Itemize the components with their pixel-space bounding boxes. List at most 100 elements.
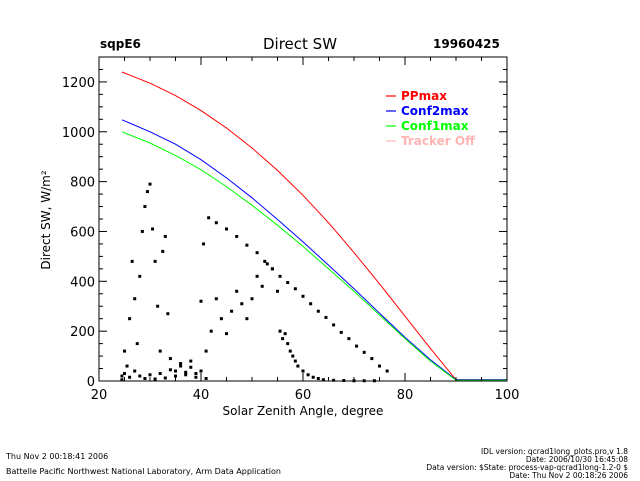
- y-tick-label: 1200: [62, 76, 95, 91]
- data-point: [288, 349, 292, 353]
- y-axis-label: Direct SW, W/m²: [39, 170, 53, 269]
- x-tick-label: 60: [295, 388, 312, 403]
- data-point: [214, 297, 218, 301]
- y-tick-label: 1000: [62, 126, 95, 141]
- data-point: [204, 377, 208, 381]
- data-point: [355, 344, 359, 348]
- x-tick-label: 80: [397, 388, 414, 403]
- data-point: [151, 227, 155, 231]
- data-point: [143, 205, 147, 209]
- data-point: [130, 259, 134, 263]
- data-point: [270, 267, 274, 271]
- data-point: [321, 378, 325, 382]
- data-point: [306, 373, 310, 377]
- data-point: [286, 342, 290, 346]
- data-point: [143, 377, 147, 381]
- line-conf1max: [121, 131, 507, 381]
- data-point: [158, 349, 162, 353]
- data-point: [148, 182, 152, 186]
- y-tick-label: 0: [87, 375, 95, 390]
- data-point: [225, 227, 228, 231]
- data-point: [133, 297, 137, 301]
- data-point: [174, 369, 177, 373]
- data-point: [207, 216, 211, 220]
- data-point: [133, 369, 137, 373]
- data-point: [153, 377, 157, 381]
- data-point: [199, 299, 203, 303]
- x-tick-label: 20: [91, 388, 108, 403]
- data-point: [293, 287, 297, 291]
- data-point: [286, 281, 290, 285]
- data-point: [123, 349, 126, 353]
- data-point: [189, 359, 193, 363]
- data-point: [293, 359, 297, 363]
- data-point: [240, 302, 244, 306]
- data-point: [209, 329, 213, 333]
- data-point: [301, 369, 305, 373]
- data-point: [184, 370, 188, 374]
- site-label: sqpE6: [100, 37, 141, 51]
- data-point: [332, 323, 336, 327]
- organization-credit: Battelle Pacific Northwest National Labo…: [6, 467, 281, 476]
- data-point: [309, 302, 313, 306]
- data-point: [219, 317, 223, 321]
- data-point: [339, 330, 343, 334]
- data-point: [235, 234, 239, 238]
- data-point: [378, 364, 381, 368]
- data-point: [278, 274, 282, 278]
- data-point: [179, 362, 183, 366]
- data-point: [148, 373, 152, 377]
- data-point: [255, 274, 259, 278]
- data-point: [214, 221, 218, 225]
- data-point: [163, 376, 167, 380]
- data-point: [263, 259, 267, 263]
- x-tick-label: 100: [495, 388, 520, 403]
- data-point: [316, 309, 320, 313]
- data-point: [385, 369, 389, 373]
- idl-date: Date: 2006/10/30 16:45:08: [525, 455, 628, 464]
- data-point: [332, 378, 336, 382]
- data-point: [235, 289, 239, 293]
- data-point: [250, 297, 254, 301]
- data-point: [276, 289, 279, 293]
- legend-label: PPmax: [401, 89, 447, 103]
- data-point: [296, 364, 300, 368]
- data-version: Data version: $State: process-vap-qcrad1…: [426, 463, 628, 472]
- data-point: [278, 329, 282, 333]
- generated-timestamp: Thu Nov 2 00:18:41 2006: [6, 452, 109, 461]
- data-point: [145, 190, 149, 194]
- data-point: [125, 364, 129, 368]
- data-point: [362, 350, 366, 354]
- data-point: [184, 373, 188, 377]
- data-point: [161, 249, 165, 253]
- data-point: [316, 377, 320, 381]
- data-point: [225, 332, 228, 336]
- data-point: [255, 251, 259, 255]
- data-point: [347, 337, 351, 341]
- data-point: [120, 378, 124, 382]
- data-point: [156, 304, 160, 308]
- data-point: [135, 342, 139, 346]
- legend-label: Conf2max: [401, 104, 469, 118]
- data-point: [202, 242, 206, 246]
- data-point: [265, 262, 269, 266]
- y-tick-label: 800: [70, 176, 95, 191]
- line-ppmax: [121, 71, 507, 381]
- data-point: [283, 332, 287, 336]
- data-point: [120, 374, 124, 378]
- data-point: [179, 364, 183, 368]
- data-point: [138, 274, 142, 278]
- data-point: [158, 372, 162, 376]
- data-point: [370, 357, 374, 361]
- data-point: [163, 234, 167, 238]
- data-point: [153, 259, 157, 263]
- idl-version: IDL version: qcrad1long_plots.pro,v 1.8: [480, 447, 628, 456]
- x-tick-label: 40: [193, 388, 210, 403]
- data-date: Date: Thu Nov 2 00:18:26 2006: [509, 471, 628, 480]
- data-point: [245, 317, 249, 321]
- data-point: [189, 365, 193, 369]
- data-point: [128, 375, 132, 379]
- y-tick-label: 400: [70, 275, 95, 290]
- line-conf2max: [121, 119, 507, 381]
- legend-label: Tracker Off: [401, 134, 475, 148]
